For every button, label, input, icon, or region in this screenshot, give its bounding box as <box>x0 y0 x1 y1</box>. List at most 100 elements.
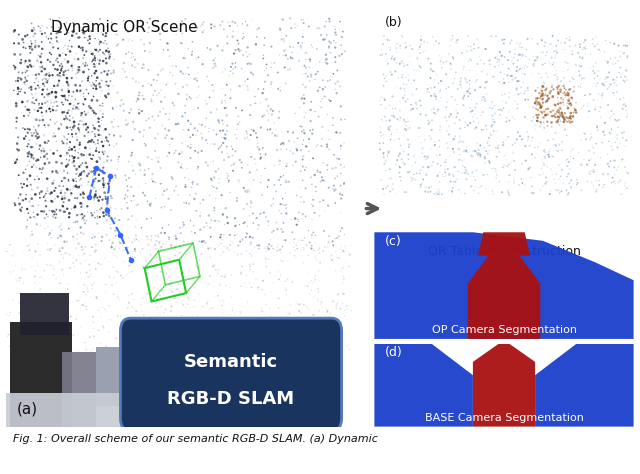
Point <box>54 247 65 255</box>
Point <box>287 162 298 169</box>
Point <box>461 118 471 126</box>
Point <box>390 105 401 112</box>
Point <box>213 292 223 300</box>
Point <box>330 29 340 36</box>
Point <box>332 128 342 136</box>
Point <box>149 265 159 273</box>
Point <box>211 62 221 70</box>
Point <box>495 106 506 114</box>
Point <box>535 101 545 109</box>
Point <box>76 66 86 74</box>
Point <box>258 55 268 62</box>
Point <box>547 82 557 89</box>
Point <box>232 135 242 142</box>
Point <box>278 219 289 227</box>
Point <box>19 280 29 287</box>
Point <box>44 336 54 343</box>
Point <box>277 15 287 23</box>
Point <box>206 21 216 28</box>
Point <box>160 134 170 142</box>
Point <box>476 151 486 158</box>
Point <box>317 176 328 184</box>
Point <box>129 235 140 243</box>
Point <box>478 171 488 179</box>
Point <box>339 231 349 238</box>
Point <box>36 147 47 155</box>
Point <box>89 325 99 332</box>
Point <box>250 155 260 163</box>
Point <box>86 282 97 289</box>
Point <box>85 145 95 152</box>
Point <box>191 131 201 139</box>
Point <box>222 122 232 129</box>
Point <box>330 23 340 30</box>
Point <box>158 104 168 112</box>
Point <box>127 136 138 144</box>
Point <box>269 246 280 253</box>
Point <box>60 174 70 182</box>
Point <box>218 296 228 304</box>
Point <box>225 86 236 93</box>
Point <box>316 317 326 325</box>
Point <box>179 237 189 245</box>
Point <box>218 210 228 218</box>
Point <box>509 179 519 187</box>
Point <box>467 148 477 155</box>
Point <box>230 46 241 54</box>
Point <box>266 43 276 50</box>
Point <box>504 78 514 86</box>
Point <box>563 104 573 112</box>
Point <box>426 136 436 143</box>
Point <box>178 83 188 91</box>
Point <box>249 243 259 251</box>
Point <box>48 133 58 140</box>
Point <box>498 164 508 171</box>
Point <box>161 110 171 118</box>
Point <box>278 139 288 146</box>
Point <box>544 153 554 161</box>
Point <box>108 123 118 131</box>
Point <box>547 61 557 68</box>
Point <box>218 328 228 336</box>
Point <box>67 126 77 134</box>
Point <box>569 83 579 91</box>
Point <box>533 106 543 114</box>
Point <box>90 184 100 192</box>
Point <box>130 56 140 64</box>
Point <box>33 52 44 59</box>
Point <box>26 219 36 226</box>
Point <box>93 55 103 63</box>
Point <box>164 277 175 284</box>
Point <box>88 138 99 146</box>
Point <box>515 41 525 49</box>
Point <box>182 240 192 248</box>
Point <box>386 112 396 119</box>
Point <box>138 95 148 103</box>
Point <box>201 345 211 353</box>
Point <box>508 113 518 121</box>
Point <box>482 78 492 86</box>
Point <box>389 136 399 144</box>
Point <box>98 179 108 187</box>
Point <box>195 237 205 245</box>
Point <box>184 176 194 183</box>
Point <box>541 155 551 162</box>
Point <box>571 61 581 69</box>
Point <box>198 28 208 36</box>
Point <box>244 325 255 332</box>
Point <box>471 124 481 131</box>
Point <box>99 169 109 177</box>
Point <box>72 69 83 76</box>
Point <box>37 303 47 310</box>
Point <box>95 51 105 59</box>
Point <box>93 177 104 185</box>
Point <box>499 75 509 82</box>
Point <box>397 155 407 163</box>
Point <box>45 261 56 269</box>
Point <box>123 234 133 242</box>
Point <box>217 85 227 92</box>
Point <box>245 101 255 109</box>
Point <box>78 46 88 54</box>
Point <box>315 315 325 322</box>
Point <box>475 151 485 158</box>
